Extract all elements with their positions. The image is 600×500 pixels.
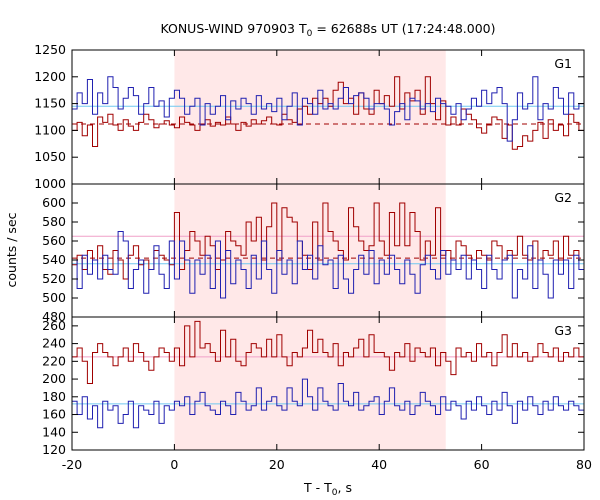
y-tick-label: 500 [42,290,66,305]
series-blue-g3 [72,378,584,429]
x-axis-label: T - T0, s [303,480,352,498]
panel-label: G2 [554,190,572,205]
series-blue-g1 [72,76,584,142]
y-tick-label: 180 [42,389,66,404]
x-axis-label-sub: 0 [332,488,338,498]
panel-g3: 120 140 160 180 200 220 240 260 G3 [42,316,585,457]
y-tick-label: 200 [42,371,66,386]
panel-label: G1 [554,56,572,71]
y-tick-label: 240 [42,336,66,351]
x-axis-label-rest: , s [338,480,352,495]
x-tick-label: -20 [62,457,82,472]
y-axis-label: counts / sec [4,212,19,287]
y-tick-label: 580 [42,214,66,229]
x-tick-label: 0 [170,457,178,472]
y-tick-label: 120 [42,442,66,457]
panels-group: 100010501100115012001250G148050052054056… [34,42,592,472]
y-tick-label: 1000 [34,176,66,191]
y-tick-label: 1100 [34,122,66,137]
panel-frame [71,316,585,451]
y-tick-label: 480 [42,309,66,324]
panel-label: G3 [554,323,572,338]
y-tick-label: 520 [42,271,66,286]
panel-g2: 480 500 520 540 560 580 600 G2 [42,183,585,324]
y-tick-label: 560 [42,233,66,248]
x-tick-label: 40 [371,457,387,472]
shaded-interval [174,50,446,184]
y-tick-label: 1250 [34,42,66,57]
y-tick-label: 600 [42,195,66,210]
chart-title: KONUS-WIND 970903 T0 = 62688s UT (17:24:… [160,21,495,39]
chart-title-main: KONUS-WIND 970903 T [160,21,306,36]
y-tick-label: 140 [42,424,66,439]
shaded-interval [174,184,446,317]
x-tick-label: 80 [576,457,592,472]
y-tick-label: 540 [42,252,66,267]
y-tick-label: 260 [42,318,66,333]
series-red-g1 [72,76,584,150]
x-tick-label: 20 [269,457,285,472]
y-tick-label: 220 [42,353,66,368]
y-tick-label: 160 [42,407,66,422]
panel-g1: 1000 1050 1100 1150 1200 1250 G1 [34,42,585,191]
x-tick-label: 60 [474,457,490,472]
y-tick-label: 1050 [34,149,66,164]
y-tick-label: 1200 [34,69,66,84]
x-axis-label-main: T - T [303,480,332,495]
chart-title-sub: 0 [307,29,313,39]
chart-title-rest: = 62688s UT (17:24:48.000) [312,21,495,36]
shaded-interval [174,317,446,450]
series-red-g3 [72,320,584,384]
series-blue-g2 [72,231,584,299]
y-tick-label: 1150 [34,96,66,111]
